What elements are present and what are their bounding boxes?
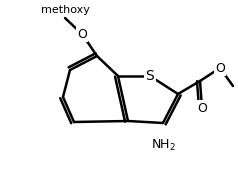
Text: O: O [197,102,207,115]
Text: S: S [146,69,154,83]
Text: methoxy: methoxy [40,5,89,15]
Text: O: O [77,28,87,41]
Text: NH$_2$: NH$_2$ [150,138,175,153]
Text: O: O [215,62,225,75]
